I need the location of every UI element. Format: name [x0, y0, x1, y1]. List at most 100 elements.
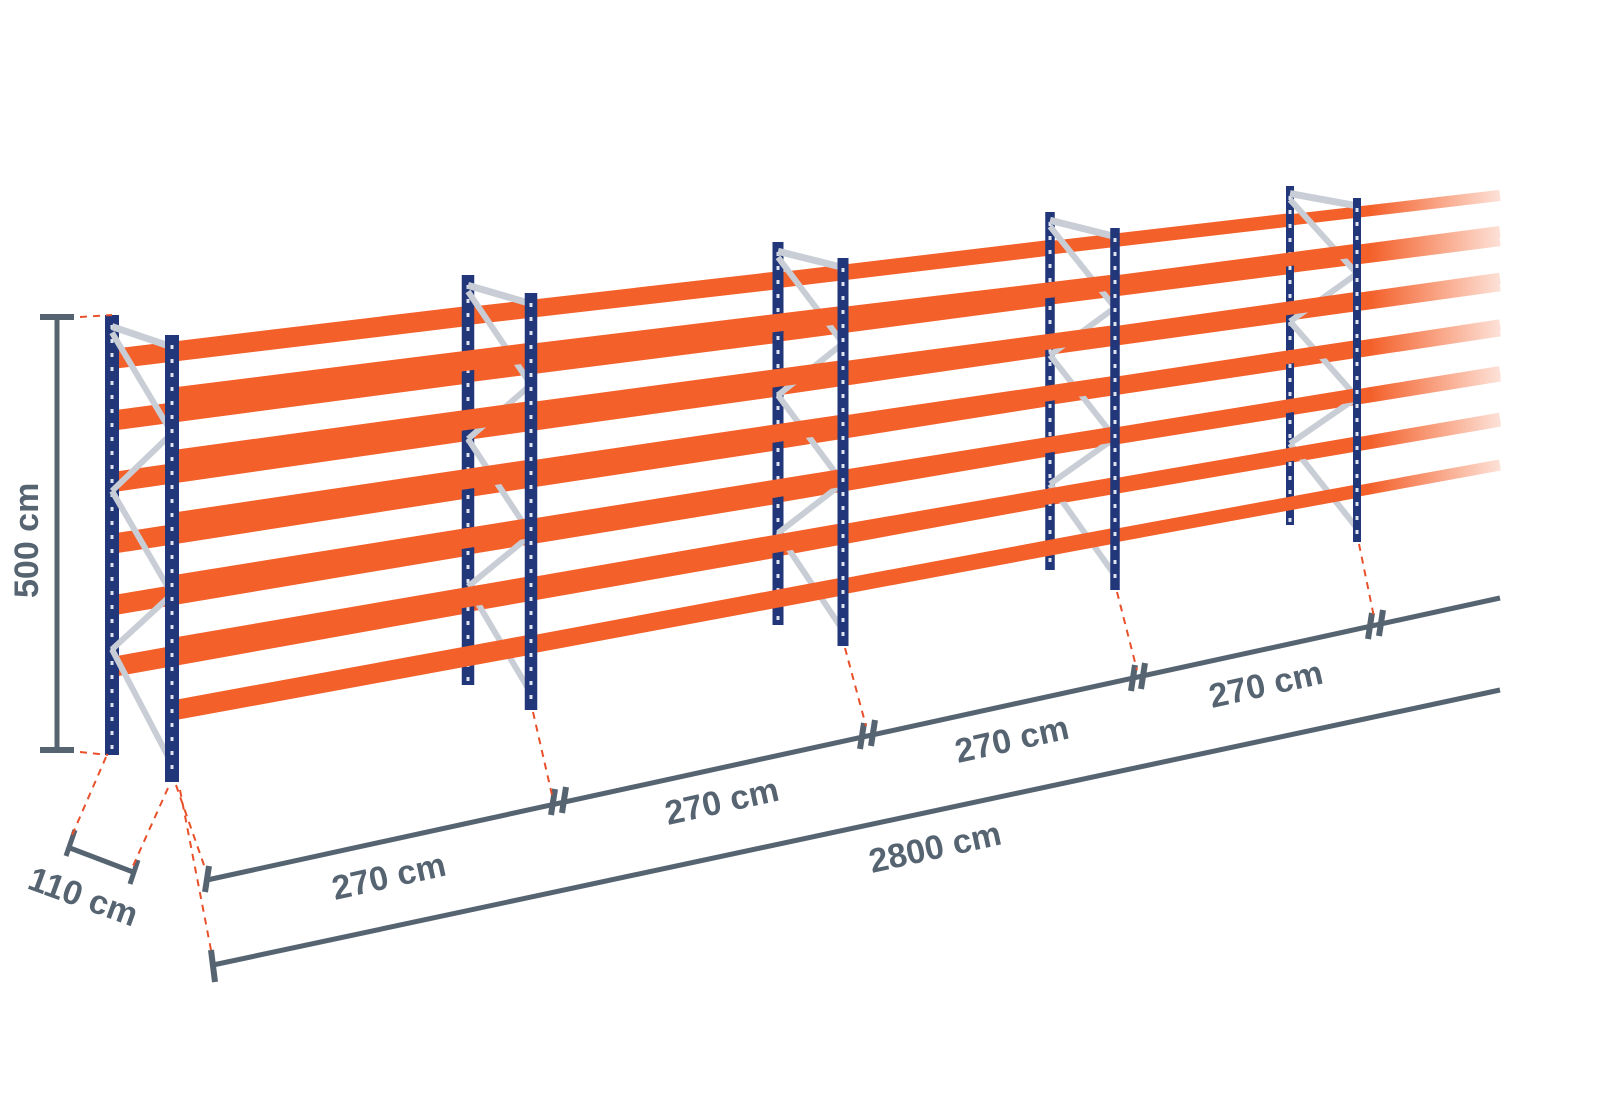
- upright-hole: [841, 618, 845, 622]
- upright-hole: [529, 485, 533, 489]
- upright-hole: [841, 422, 845, 426]
- fade-overlay: [1370, 150, 1530, 750]
- upright-hole: [776, 574, 780, 578]
- upright-hole: [1113, 350, 1117, 354]
- upright-hole: [110, 535, 114, 539]
- extension-line: [1116, 591, 1138, 671]
- upright-hole: [1048, 418, 1052, 422]
- upright-hole: [466, 523, 470, 527]
- upright-hole: [529, 471, 533, 475]
- extension-line: [179, 789, 213, 956]
- upright-hole: [529, 639, 533, 643]
- beam: [1114, 243, 1358, 289]
- upright-hole: [1355, 474, 1359, 478]
- brace: [1287, 197, 1360, 276]
- upright-hole: [1288, 224, 1292, 228]
- upright-hole: [1113, 238, 1117, 242]
- brace: [775, 393, 846, 485]
- beam: [170, 576, 533, 658]
- upright-hole: [1355, 222, 1359, 226]
- upright-hole: [1048, 320, 1052, 324]
- upright-hole: [170, 625, 174, 629]
- upright-hole: [1355, 320, 1359, 324]
- upright-hole: [1113, 322, 1117, 326]
- upright-hole: [1355, 362, 1359, 366]
- upright-hole: [1113, 532, 1117, 536]
- total-tick: [208, 949, 218, 983]
- extension-line: [532, 711, 553, 796]
- extension-line: [844, 647, 867, 727]
- upright-hole: [1113, 462, 1117, 466]
- upright-hole: [776, 280, 780, 284]
- upright-hole: [529, 415, 533, 419]
- upright-hole: [1113, 392, 1117, 396]
- upright-hole: [1113, 546, 1117, 550]
- brace: [1287, 319, 1360, 400]
- brace: [110, 323, 174, 351]
- beam: [529, 360, 845, 420]
- upright-hole: [1113, 308, 1117, 312]
- brace: [1288, 395, 1359, 447]
- upright-hole: [1048, 460, 1052, 464]
- upright-hole: [1288, 196, 1292, 200]
- upright-hole: [841, 450, 845, 454]
- upright-hole: [1288, 280, 1292, 284]
- beam: [1113, 340, 1359, 391]
- upright-hole: [841, 324, 845, 328]
- beam: [841, 426, 1117, 486]
- upright-hole: [1355, 278, 1359, 282]
- upright-hole: [841, 464, 845, 468]
- upright-hole: [466, 313, 470, 317]
- upright-hole: [776, 560, 780, 564]
- beam: [170, 401, 533, 471]
- upright-hole: [170, 681, 174, 685]
- upright-hole: [110, 619, 114, 623]
- upright-hole: [841, 520, 845, 524]
- upright-hole: [776, 336, 780, 340]
- upright-hole: [170, 457, 174, 461]
- upright-hole: [170, 401, 174, 405]
- upright-hole: [1048, 306, 1052, 310]
- upright-hole: [1355, 348, 1359, 352]
- beam: [529, 305, 845, 362]
- total-length-label: 2800 cm: [866, 815, 1005, 881]
- upright-hole: [466, 509, 470, 513]
- upright-hole: [110, 717, 114, 721]
- upright-hole: [529, 569, 533, 573]
- frame-bracing: [109, 190, 1360, 766]
- upright-hole: [841, 632, 845, 636]
- upright-hole: [170, 611, 174, 615]
- upright-hole: [1113, 476, 1117, 480]
- beam: [1113, 436, 1359, 492]
- upright-hole: [466, 299, 470, 303]
- upright-hole: [1355, 460, 1359, 464]
- upright-hole: [110, 703, 114, 707]
- upright-hole: [1113, 378, 1117, 382]
- upright-hole: [841, 366, 845, 370]
- upright-hole: [110, 689, 114, 693]
- upright-hole: [1355, 208, 1359, 212]
- upright-hole: [1113, 294, 1117, 298]
- upright-hole: [841, 408, 845, 412]
- beam: [1049, 213, 1291, 255]
- beam: [1113, 388, 1359, 441]
- upright-hole: [776, 294, 780, 298]
- upright-hole: [841, 576, 845, 580]
- upright-hole: [1355, 502, 1359, 506]
- depth-dimension-line: [69, 845, 134, 875]
- upright-hole: [1288, 210, 1292, 214]
- upright-hole: [466, 677, 470, 681]
- brace: [466, 532, 533, 589]
- upright-hole: [1113, 504, 1117, 508]
- upright-hole: [170, 569, 174, 573]
- upright-hole: [1048, 250, 1052, 254]
- upright-hole: [110, 423, 114, 427]
- total-dimension-line: [212, 687, 1501, 968]
- upright-hole: [1113, 518, 1117, 522]
- upright-hole: [170, 527, 174, 531]
- upright-hole: [466, 495, 470, 499]
- upright-hole: [841, 268, 845, 272]
- upright-hole: [1355, 264, 1359, 268]
- upright-hole: [170, 765, 174, 769]
- bay-tick: [548, 788, 558, 816]
